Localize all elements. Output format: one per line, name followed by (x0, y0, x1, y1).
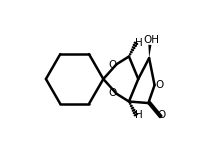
Text: OH: OH (143, 35, 159, 45)
Text: O: O (108, 60, 116, 70)
Text: H: H (135, 37, 143, 48)
Text: H: H (135, 110, 143, 121)
Text: O: O (158, 110, 166, 121)
Text: O: O (108, 88, 116, 98)
Text: O: O (155, 80, 163, 90)
Polygon shape (148, 45, 151, 58)
